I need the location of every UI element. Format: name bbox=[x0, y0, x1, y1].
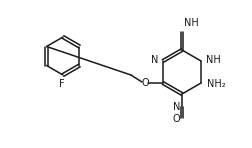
Text: O: O bbox=[172, 114, 179, 124]
Text: NH₂: NH₂ bbox=[206, 79, 225, 89]
Text: F: F bbox=[59, 79, 65, 89]
Text: NH: NH bbox=[183, 18, 198, 28]
Text: N: N bbox=[150, 55, 157, 65]
Text: N: N bbox=[172, 102, 179, 112]
Text: O: O bbox=[141, 78, 148, 88]
Text: NH: NH bbox=[205, 55, 220, 65]
